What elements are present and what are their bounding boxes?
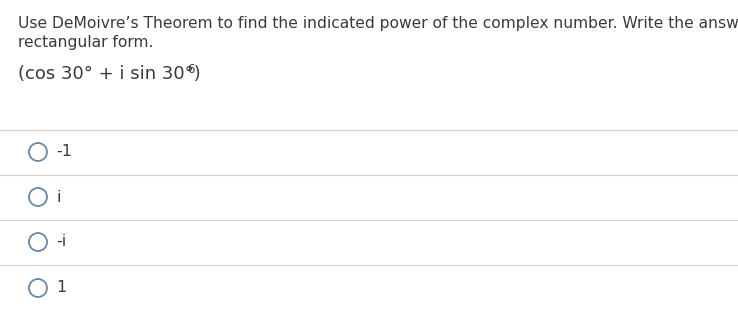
Text: i: i (56, 189, 61, 205)
Text: (cos 30° + i sin 30°): (cos 30° + i sin 30°) (18, 65, 201, 83)
Text: -1: -1 (56, 145, 72, 160)
Text: 1: 1 (56, 281, 66, 295)
Text: -i: -i (56, 234, 66, 249)
Text: 6: 6 (187, 63, 195, 76)
Text: Use DeMoivre’s Theorem to find the indicated power of the complex number. Write : Use DeMoivre’s Theorem to find the indic… (18, 16, 738, 31)
Text: rectangular form.: rectangular form. (18, 35, 154, 50)
